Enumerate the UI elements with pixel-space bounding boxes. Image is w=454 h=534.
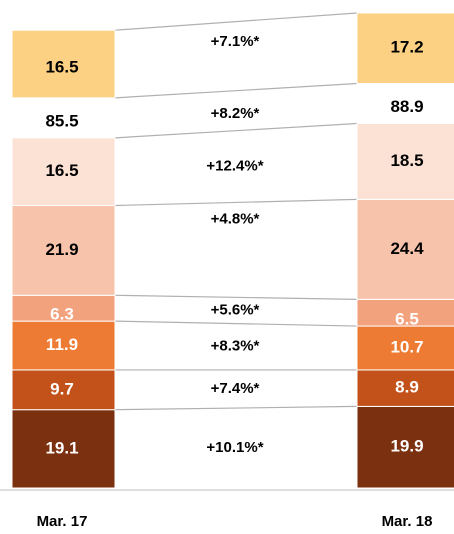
- value-label: 16.5: [45, 161, 78, 180]
- bar-segment: [11, 29, 116, 99]
- value-label: 6.5: [395, 310, 419, 329]
- value-label: 11.9: [46, 335, 78, 354]
- total-change-label: +8.2%*: [211, 105, 260, 122]
- x-tick-label: Mar. 17: [37, 513, 88, 530]
- change-label: +7.1%*: [211, 33, 260, 50]
- bar-segment: [356, 198, 454, 300]
- bar-segment: [11, 369, 116, 411]
- connector-line: [114, 12, 358, 31]
- value-label: 19.1: [45, 438, 78, 457]
- value-label: 6.3: [50, 305, 74, 324]
- bar-segment: [11, 294, 116, 322]
- connector-line: [114, 320, 358, 327]
- change-label: +10.1%*: [206, 439, 263, 456]
- total-label: 85.5: [45, 111, 78, 130]
- connector-line: [114, 82, 358, 99]
- connector-line: [114, 198, 358, 207]
- value-label: 21.9: [45, 240, 78, 259]
- bar-segment: [11, 205, 116, 296]
- change-label: +8.3%*: [211, 338, 260, 355]
- connector-line: [114, 405, 358, 411]
- value-label: 16.5: [45, 58, 78, 77]
- x-tick-label: Mar. 18: [382, 513, 433, 530]
- value-label: 10.7: [390, 337, 423, 356]
- value-label: 24.4: [390, 239, 424, 258]
- total-label: 88.9: [390, 97, 423, 116]
- bar-segment: [356, 12, 454, 85]
- change-label: +4.8%*: [211, 210, 260, 227]
- value-label: 19.9: [390, 437, 423, 456]
- bar-segment: [356, 123, 454, 200]
- bar-segment: [11, 409, 116, 489]
- value-label: 9.7: [50, 379, 74, 398]
- connector-line: [114, 294, 358, 300]
- change-label: +7.4%*: [211, 380, 260, 397]
- value-label: 8.9: [395, 378, 419, 397]
- bar-segment: [11, 137, 116, 207]
- change-label: +12.4%*: [206, 158, 263, 175]
- bar-segment: [356, 325, 454, 371]
- connector-line: [114, 122, 358, 139]
- value-label: 17.2: [390, 38, 423, 57]
- value-label: 18.5: [390, 151, 423, 170]
- change-label: +5.6%*: [211, 301, 260, 318]
